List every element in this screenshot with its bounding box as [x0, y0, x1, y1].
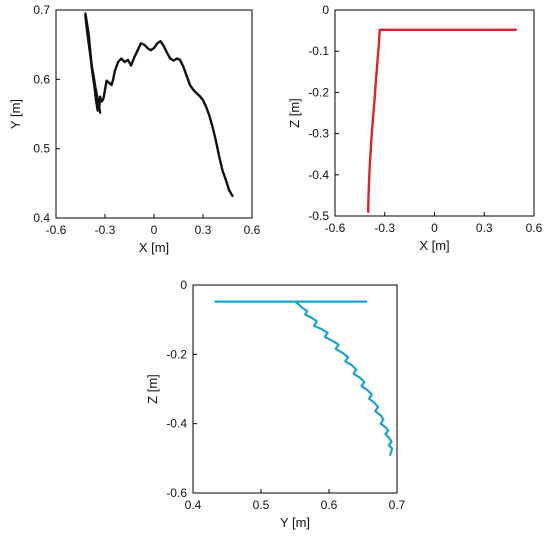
series-line-0 [367, 28, 517, 214]
y-tick-label: -0.3 [308, 127, 329, 141]
plot-frame [55, 9, 253, 219]
x-tick-label: 0.3 [476, 221, 493, 235]
y-axis-label: Z [m] [145, 374, 160, 404]
y-axis-label: Y [m] [8, 99, 23, 129]
y-tick-label: 0.7 [33, 3, 50, 17]
x-tick-label: 0.3 [195, 223, 212, 237]
series-line-1 [293, 300, 394, 456]
plot-frame [334, 9, 535, 217]
y-axis-label: Z [m] [287, 98, 302, 128]
x-tick-label: -0.6 [46, 223, 67, 237]
x-tick-label: 0.6 [321, 498, 338, 512]
x-axis-label: X [m] [419, 238, 449, 253]
series-line-1 [84, 14, 102, 114]
x-tick-label: 0 [151, 223, 158, 237]
panel-x-vs-z: -0.6 -0.3 0 0.3 0.6 0 -0.1 -0.2 -0.3 -0.4 -0.5 X [m… [287, 3, 543, 253]
y-tick-label: -0.1 [308, 44, 329, 58]
x-tick-label: -0.3 [374, 221, 395, 235]
x-tick-label: -0.3 [95, 223, 116, 237]
panel-x-vs-y: -0.6 -0.3 0 0.3 0.6 0.4 0.5 0.6 0.7 X [m] Y [m] [8, 3, 261, 255]
series-line-0 [84, 12, 234, 198]
x-tick-label: 0.4 [185, 498, 202, 512]
y-tick-label: -0.5 [308, 209, 329, 223]
panel-y-vs-z: 0.4 0.5 0.6 0.7 0 -0.2 -0.4 -0.6 Y [m] Z [m] [145, 278, 406, 530]
x-tick-label: 0.6 [244, 223, 261, 237]
y-tick-label: 0.5 [33, 142, 50, 156]
y-tick-label: -0.6 [166, 486, 187, 500]
y-tick-label: -0.4 [308, 168, 329, 182]
x-tick-label: 0.7 [389, 498, 406, 512]
plot-frame [192, 284, 398, 494]
x-tick-label: 0.6 [526, 221, 543, 235]
y-tick-label: 0.6 [33, 72, 50, 86]
y-tick-label: -0.2 [166, 347, 187, 361]
x-axis-label: X [m] [139, 240, 169, 255]
y-tick-label: 0 [322, 3, 329, 17]
y-tick-label: 0 [180, 278, 187, 292]
y-tick-label: 0.4 [33, 211, 50, 225]
x-tick-label: 0.5 [253, 498, 270, 512]
y-tick-label: -0.4 [166, 417, 187, 431]
x-tick-label: 0 [431, 221, 438, 235]
x-tick-label: -0.6 [325, 221, 346, 235]
x-axis-label: Y [m] [280, 515, 310, 530]
y-tick-label: -0.2 [308, 85, 329, 99]
